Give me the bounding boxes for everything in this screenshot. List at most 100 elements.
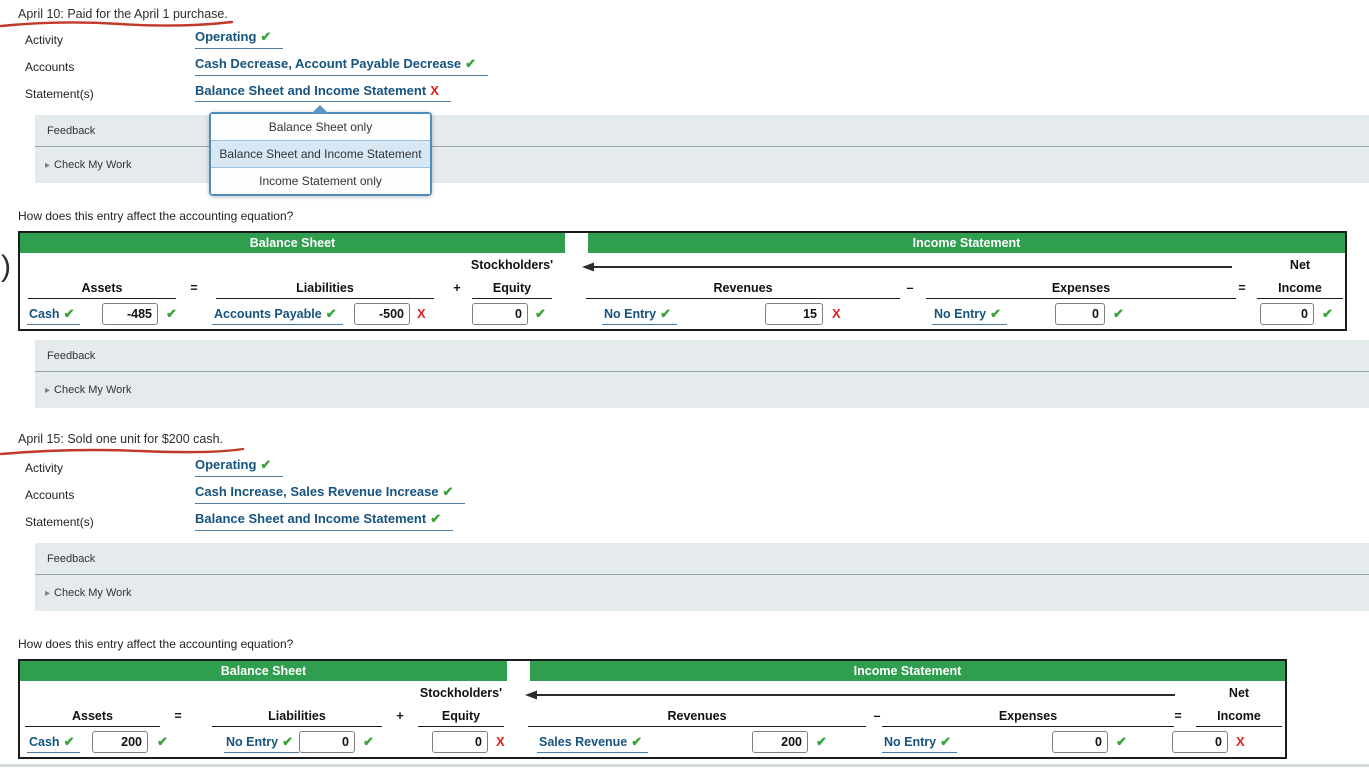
stockholders-label: Stockholders' bbox=[470, 258, 554, 272]
expense-account-label: No Entry bbox=[934, 307, 987, 321]
activity-select[interactable]: Operating ✔ bbox=[195, 457, 284, 477]
income-statement-header: Income Statement bbox=[530, 661, 1285, 681]
revenue-account-label: No Entry bbox=[604, 307, 657, 321]
activity-select[interactable]: Operating ✔ bbox=[195, 29, 284, 49]
check-icon: ✔ bbox=[1322, 306, 1333, 321]
equity-amount-input[interactable] bbox=[472, 303, 528, 325]
check-icon: ✔ bbox=[631, 734, 643, 749]
revenues-header: Revenues bbox=[586, 281, 900, 299]
statement-dropdown-menu: Balance Sheet only Balance Sheet and Inc… bbox=[209, 105, 432, 196]
expenses-header: Expenses bbox=[882, 709, 1174, 727]
minus-sign: – bbox=[873, 709, 881, 723]
revenues-header: Revenues bbox=[528, 709, 866, 727]
equals-sign: = bbox=[174, 709, 182, 723]
accounts-select[interactable]: Cash Decrease, Account Payable Decrease ✔ bbox=[195, 56, 489, 76]
activity-label: Activity bbox=[25, 461, 64, 475]
check-my-work-label: Check My Work bbox=[54, 384, 132, 396]
dropdown-option-balance-sheet-only[interactable]: Balance Sheet only bbox=[211, 114, 430, 141]
asset-amount-input[interactable] bbox=[102, 303, 158, 325]
check-my-work-button[interactable]: ▸ Check My Work bbox=[45, 384, 131, 396]
accounting-equation-table: Balance Sheet Income Statement Stockhold… bbox=[18, 659, 1287, 759]
income-header: Income bbox=[1196, 709, 1282, 727]
divider bbox=[0, 764, 1369, 767]
stray-parenthesis: ) bbox=[1, 250, 11, 283]
check-my-work-button[interactable]: ▸ Check My Work bbox=[45, 159, 131, 171]
assets-header: Assets bbox=[25, 709, 160, 727]
net-income-amount-input[interactable] bbox=[1172, 731, 1228, 753]
accounts-select[interactable]: Cash Increase, Sales Revenue Increase ✔ bbox=[195, 484, 466, 504]
check-my-work-label: Check My Work bbox=[54, 587, 132, 599]
asset-amount-input[interactable] bbox=[92, 731, 148, 753]
revenue-account-select[interactable]: No Entry ✔ bbox=[602, 306, 677, 325]
check-my-work-button[interactable]: ▸ Check My Work bbox=[45, 587, 131, 599]
x-icon: X bbox=[496, 734, 505, 749]
statements-value: Balance Sheet and Income Statement bbox=[195, 83, 427, 98]
asset-account-select[interactable]: Cash ✔ bbox=[27, 306, 81, 325]
net-label: Net bbox=[1228, 686, 1250, 700]
check-icon: ✔ bbox=[325, 306, 337, 321]
liability-amount-input[interactable] bbox=[299, 731, 355, 753]
net-income-amount-input[interactable] bbox=[1260, 303, 1314, 325]
dropdown-option-balance-sheet-and-income-statement[interactable]: Balance Sheet and Income Statement bbox=[211, 141, 430, 168]
statements-value: Balance Sheet and Income Statement bbox=[195, 511, 427, 526]
liability-amount-input[interactable] bbox=[354, 303, 410, 325]
balance-sheet-header: Balance Sheet bbox=[20, 233, 565, 253]
equity-amount-input[interactable] bbox=[432, 731, 488, 753]
x-icon: X bbox=[417, 306, 426, 321]
accounting-equation-table: Balance Sheet Income Statement Stockhold… bbox=[18, 231, 1347, 331]
asset-account-label: Cash bbox=[29, 307, 60, 321]
revenue-amount-input[interactable] bbox=[752, 731, 808, 753]
expense-amount-input[interactable] bbox=[1052, 731, 1108, 753]
equation-question: How does this entry affect the accountin… bbox=[18, 209, 294, 223]
check-icon: ✔ bbox=[63, 734, 75, 749]
check-icon: ✔ bbox=[465, 56, 477, 71]
check-icon: ✔ bbox=[166, 306, 177, 321]
statements-label: Statement(s) bbox=[25, 87, 94, 101]
balance-sheet-header: Balance Sheet bbox=[20, 661, 507, 681]
liability-account-select[interactable]: Accounts Payable ✔ bbox=[212, 306, 343, 325]
feedback-label: Feedback bbox=[47, 553, 96, 565]
expense-amount-input[interactable] bbox=[1055, 303, 1105, 325]
divider bbox=[35, 574, 1369, 575]
transaction-title: April 15: Sold one unit for $200 cash. bbox=[18, 432, 223, 446]
dropdown-option-income-statement-only[interactable]: Income Statement only bbox=[211, 168, 430, 194]
equation-question: How does this entry affect the accountin… bbox=[18, 637, 294, 651]
activity-value: Operating bbox=[195, 457, 257, 472]
check-icon: ✔ bbox=[1116, 734, 1127, 749]
revenue-account-select[interactable]: Sales Revenue ✔ bbox=[537, 734, 649, 753]
divider bbox=[35, 146, 1369, 147]
transaction-title: April 10: Paid for the April 1 purchase. bbox=[18, 7, 228, 21]
check-icon: ✔ bbox=[535, 306, 546, 321]
statements-select[interactable]: Balance Sheet and Income Statement X bbox=[195, 83, 451, 102]
feedback-label: Feedback bbox=[47, 350, 96, 362]
expense-account-select[interactable]: No Entry ✔ bbox=[932, 306, 1007, 325]
feedback-panel: Feedback ▸ Check My Work bbox=[35, 543, 1369, 611]
x-icon: X bbox=[430, 83, 439, 98]
check-icon: ✔ bbox=[660, 306, 671, 321]
check-icon: ✔ bbox=[816, 734, 827, 749]
minus-sign: – bbox=[906, 281, 914, 295]
liabilities-header: Liabilities bbox=[216, 281, 434, 299]
statements-select[interactable]: Balance Sheet and Income Statement ✔ bbox=[195, 511, 454, 531]
revenue-account-label: Sales Revenue bbox=[539, 735, 628, 749]
check-icon: ✔ bbox=[430, 511, 442, 526]
check-icon: ✔ bbox=[157, 734, 168, 749]
liabilities-header: Liabilities bbox=[212, 709, 382, 727]
expense-account-select[interactable]: No Entry ✔ bbox=[882, 734, 957, 753]
feedback-panel: Feedback ▸ Check My Work bbox=[35, 340, 1369, 408]
x-icon: X bbox=[832, 306, 841, 321]
expenses-header: Expenses bbox=[926, 281, 1236, 299]
check-icon: ✔ bbox=[63, 306, 75, 321]
expense-account-label: No Entry bbox=[884, 735, 937, 749]
triangle-icon: ▸ bbox=[45, 160, 51, 171]
left-arrow-icon bbox=[525, 690, 1175, 700]
asset-account-select[interactable]: Cash ✔ bbox=[27, 734, 81, 753]
revenue-amount-input[interactable] bbox=[765, 303, 823, 325]
liability-account-label: No Entry bbox=[226, 735, 279, 749]
triangle-icon: ▸ bbox=[45, 588, 51, 599]
liability-account-label: Accounts Payable bbox=[214, 307, 322, 321]
liability-account-select[interactable]: No Entry ✔ bbox=[224, 734, 299, 753]
accounts-label: Accounts bbox=[25, 488, 75, 502]
asset-account-label: Cash bbox=[29, 735, 60, 749]
